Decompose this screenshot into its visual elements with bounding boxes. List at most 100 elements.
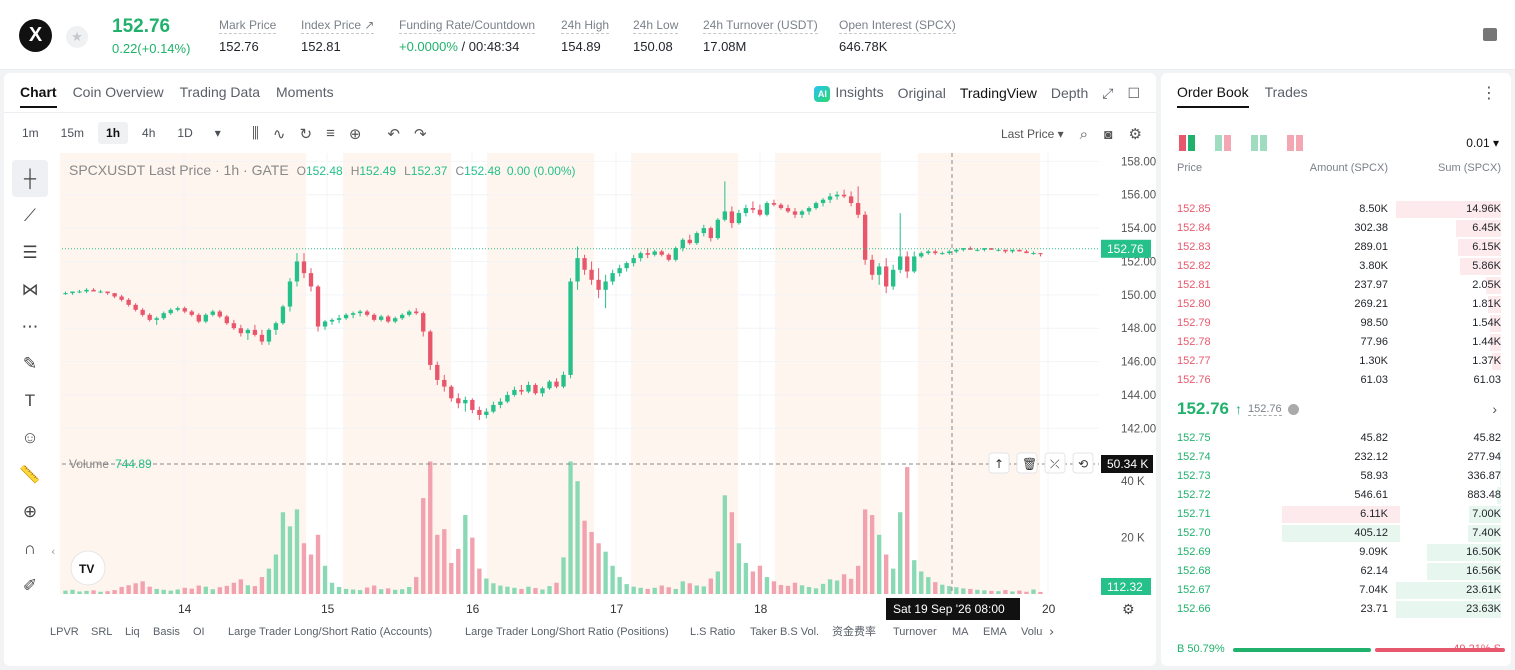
- ask-row[interactable]: 152.82 3.80K 5.86K: [1161, 257, 1511, 276]
- tab-1[interactable]: Coin Overview: [72, 84, 164, 100]
- mode-mixed-icon[interactable]: [1215, 135, 1231, 151]
- bid-row[interactable]: 152.73 58.93 336.87: [1161, 467, 1511, 486]
- book-icon[interactable]: [1483, 28, 1497, 41]
- view-tab-2[interactable]: TradingView: [960, 85, 1037, 101]
- tab-2[interactable]: Trading Data: [179, 84, 261, 100]
- book-sum: 883.48: [1467, 489, 1501, 501]
- indicators-icon[interactable]: ∿: [272, 126, 286, 143]
- horizontal-lines-icon[interactable]: ☰: [22, 242, 38, 262]
- window-icon[interactable]: ☐: [1127, 84, 1140, 101]
- stat-value: 150.08: [633, 39, 678, 54]
- interval-4[interactable]: 1D: [177, 126, 193, 140]
- volume-bar: [477, 568, 482, 594]
- trendline-icon[interactable]: ⟋: [24, 205, 36, 225]
- candle-body: [98, 291, 103, 293]
- candle-body: [582, 258, 587, 270]
- volume-bar: [589, 531, 594, 594]
- ask-row[interactable]: 152.80 269.21 1.81K: [1161, 295, 1511, 314]
- ask-row[interactable]: 152.81 237.97 2.05K: [1161, 276, 1511, 295]
- candle-body: [722, 211, 728, 220]
- candle-type-icon[interactable]: ⫼: [252, 125, 259, 142]
- mode-bids-icon[interactable]: [1251, 135, 1267, 151]
- pencil-icon[interactable]: ✐: [22, 575, 38, 595]
- view-tab-0[interactable]: AI Insights: [814, 84, 884, 102]
- ask-row[interactable]: 152.85 8.50K 14.96K: [1161, 200, 1511, 219]
- volume-tick: 20 K: [1121, 533, 1145, 545]
- ask-row[interactable]: 152.83 289.01 6.15K: [1161, 238, 1511, 257]
- mode-asks-icon[interactable]: [1287, 135, 1303, 151]
- buy-ratio-bar: [1233, 648, 1371, 652]
- bid-row[interactable]: 152.70 405.12 7.40K: [1161, 524, 1511, 543]
- crosshair-icon[interactable]: ┼: [12, 160, 48, 197]
- interval-0[interactable]: 1m: [22, 126, 39, 140]
- price-tick: 142.00: [1121, 423, 1156, 435]
- bid-row[interactable]: 152.71 6.11K 7.00K: [1161, 505, 1511, 524]
- search-icon[interactable]: ⌕: [1079, 125, 1089, 143]
- redo-icon[interactable]: ↷: [413, 126, 427, 143]
- templates-icon[interactable]: ≡: [326, 125, 335, 142]
- candle-body: [701, 228, 706, 234]
- book-price: 152.79: [1177, 317, 1211, 329]
- bid-row[interactable]: 152.72 546.61 883.48: [1161, 486, 1511, 505]
- bid-row[interactable]: 152.68 62.14 16.56K: [1161, 562, 1511, 581]
- chevron-right-icon[interactable]: ›: [1492, 401, 1497, 417]
- emoji-icon[interactable]: ☺: [21, 427, 39, 447]
- view-tab-label: Insights: [835, 84, 884, 100]
- ask-row[interactable]: 152.84 302.38 6.45K: [1161, 219, 1511, 238]
- book-sum: 7.00K: [1472, 508, 1501, 520]
- book-price: 152.71: [1177, 508, 1211, 520]
- gear-icon[interactable]: ⚙: [1128, 126, 1142, 143]
- chart-toolbar: ⫼ ∿ ↻ ≡ ⊕ ↶ ↷: [252, 125, 427, 143]
- precision-select[interactable]: 0.01 ▾: [1466, 136, 1499, 150]
- favorite-star-icon[interactable]: ★: [66, 26, 88, 48]
- ask-row[interactable]: 152.78 77.96 1.44K: [1161, 333, 1511, 352]
- bid-row[interactable]: 152.67 7.04K 23.61K: [1161, 581, 1511, 600]
- session-band: [775, 153, 881, 594]
- candle-body: [610, 273, 615, 282]
- bid-row[interactable]: 152.66 23.71 23.63K: [1161, 600, 1511, 619]
- candle-body: [364, 311, 370, 315]
- collapse-icon: ‹: [51, 545, 55, 558]
- undo-icon[interactable]: ↶: [387, 126, 400, 143]
- price-tick: 156.00: [1121, 190, 1156, 202]
- book-tab-1[interactable]: Trades: [1264, 84, 1308, 100]
- book-tab-0[interactable]: Order Book: [1177, 84, 1249, 108]
- bid-row[interactable]: 152.69 9.09K 16.50K: [1161, 543, 1511, 562]
- more-icon[interactable]: ⋮: [1481, 85, 1497, 102]
- price-type-select[interactable]: Last Price ▾: [1000, 127, 1064, 141]
- camera-icon[interactable]: ◙: [1104, 126, 1113, 142]
- bid-row[interactable]: 152.75 45.82 45.82: [1161, 429, 1511, 448]
- bid-row[interactable]: 152.74 232.12 277.94: [1161, 448, 1511, 467]
- candle-body: [301, 261, 307, 274]
- interval-2[interactable]: 1h: [98, 122, 129, 144]
- expand-icon[interactable]: ⤢: [1102, 84, 1114, 101]
- book-sum: 336.87: [1467, 470, 1501, 482]
- zoom-icon[interactable]: ⊕: [22, 501, 38, 521]
- replay-icon[interactable]: ↻: [299, 126, 313, 143]
- view-tab-label: Depth: [1050, 85, 1089, 101]
- candle-body: [638, 253, 643, 259]
- view-tab-1[interactable]: Original: [898, 85, 946, 101]
- brush-icon[interactable]: ✎: [22, 353, 38, 373]
- tab-3[interactable]: Moments: [276, 84, 334, 100]
- tab-0[interactable]: Chart: [20, 84, 57, 108]
- ask-row[interactable]: 152.79 98.50 1.54K: [1161, 314, 1511, 333]
- view-tab-3[interactable]: Depth: [1051, 85, 1088, 101]
- col-sum: Sum (SPCX): [1438, 162, 1501, 174]
- depth-bar: [1490, 334, 1501, 351]
- ask-row[interactable]: 152.77 1.30K 1.37K: [1161, 352, 1511, 371]
- mode-both-icon[interactable]: [1179, 135, 1195, 151]
- ask-row[interactable]: 152.76 61.03 61.03: [1161, 371, 1511, 390]
- interval-1[interactable]: 15m: [60, 126, 85, 140]
- ruler-icon[interactable]: 📏: [19, 464, 41, 484]
- alert-add-icon[interactable]: ⊕: [348, 126, 362, 143]
- stat-value: 17.08M: [703, 39, 818, 54]
- magnet-icon[interactable]: ∩: [23, 538, 37, 558]
- fib-icon[interactable]: ⋯: [21, 316, 39, 336]
- interval-3[interactable]: 4h: [142, 126, 156, 140]
- pattern-icon[interactable]: ⋈: [21, 279, 39, 299]
- text-icon[interactable]: T: [24, 390, 36, 410]
- candle-body: [315, 286, 321, 327]
- volume-bar: [343, 588, 349, 594]
- chevron-down-icon[interactable]: ▾: [214, 126, 221, 140]
